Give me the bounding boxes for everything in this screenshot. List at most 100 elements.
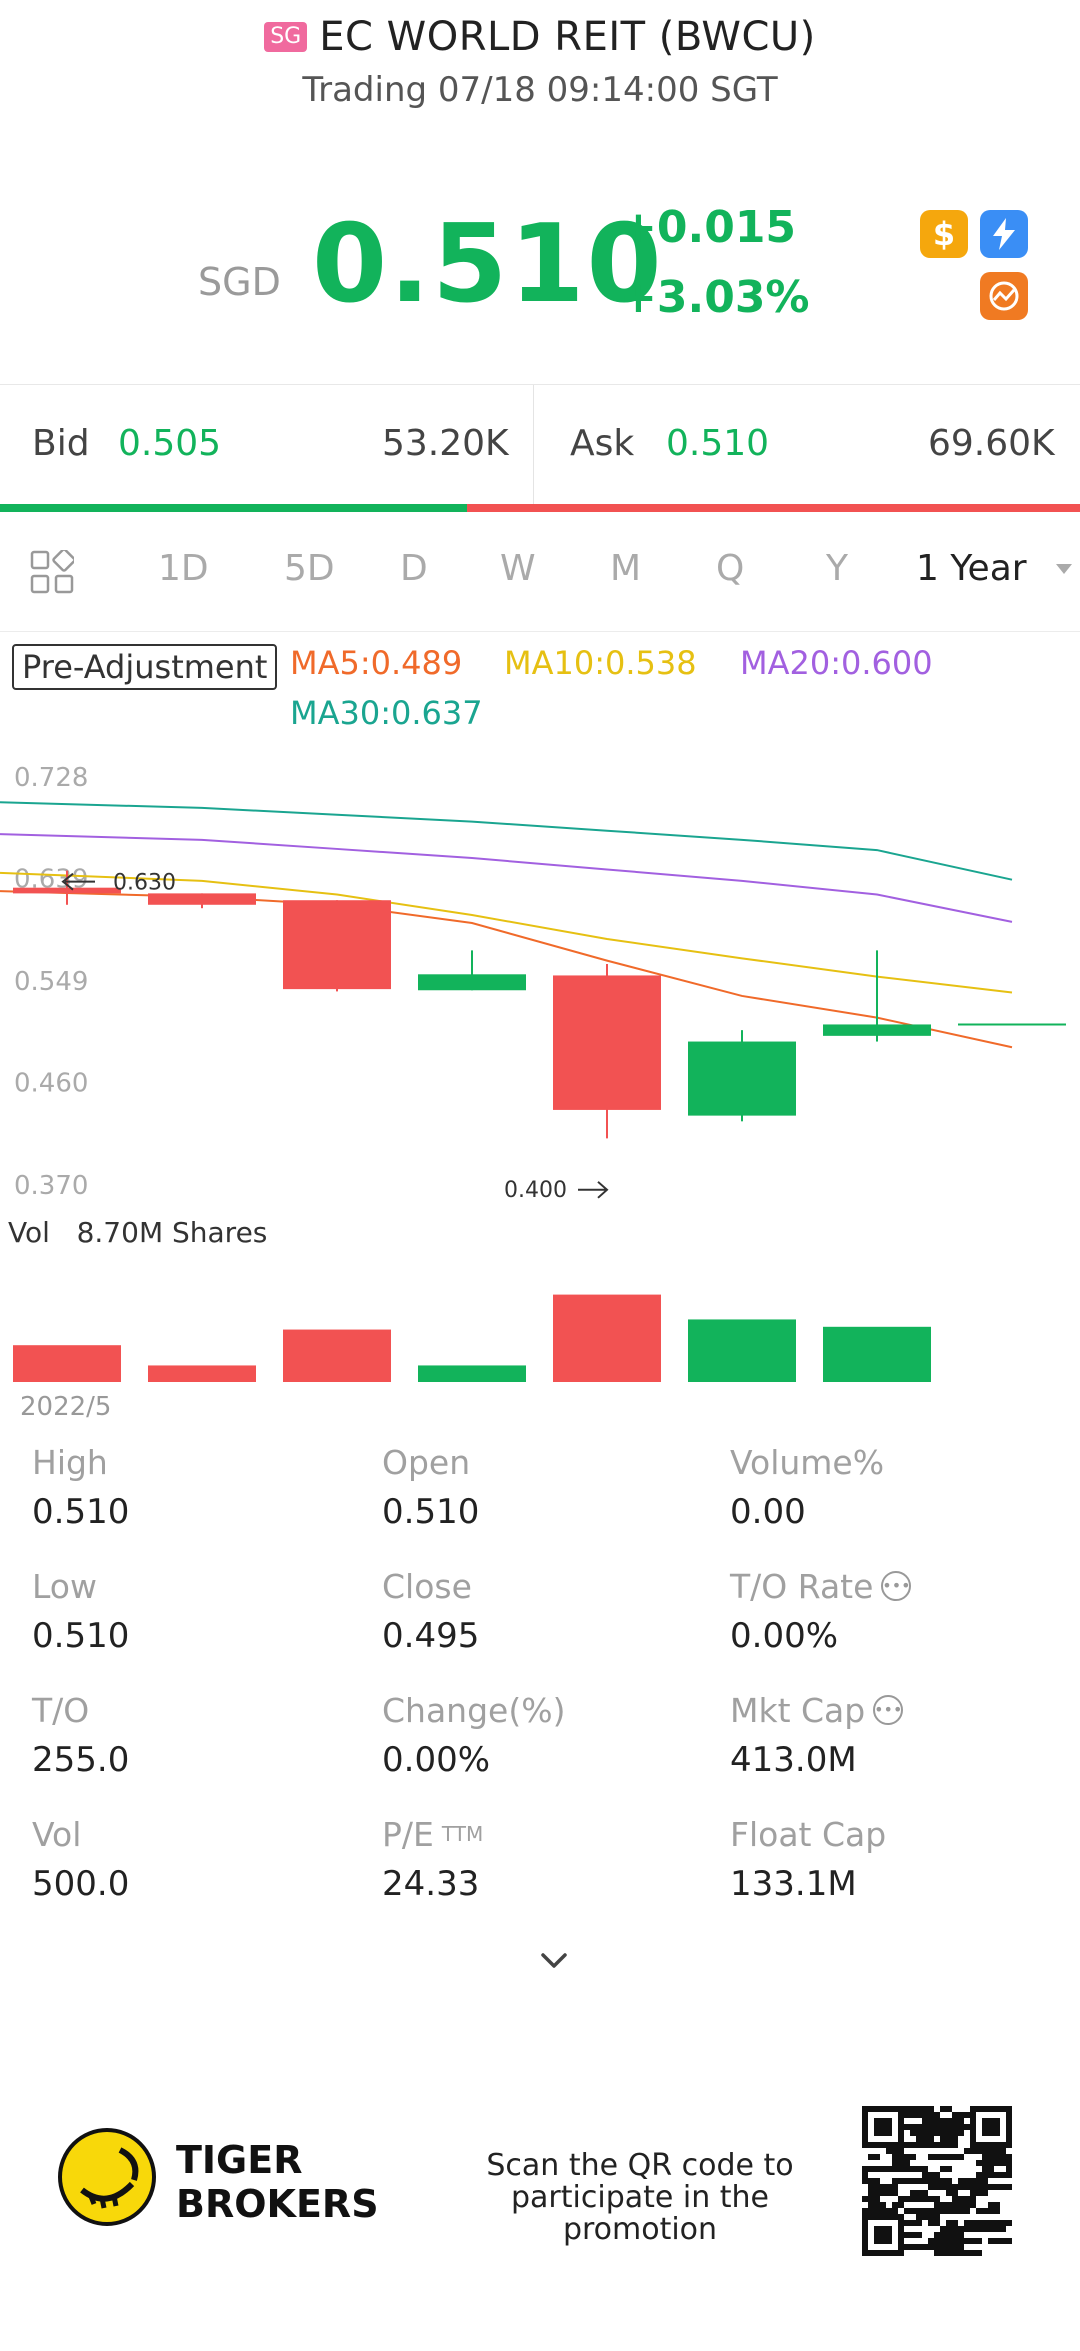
stat-label: High: [32, 1442, 108, 1482]
more-info-icon[interactable]: •••: [881, 1571, 912, 1601]
volume-bar: [283, 1329, 391, 1382]
bid-price: 0.505: [118, 423, 222, 464]
high-arrow-icon: [61, 872, 95, 891]
stat-value: 255.0: [32, 1740, 130, 1780]
ma10-value: MA10:0.538: [504, 644, 697, 682]
tiger-logo-icon: [58, 2128, 156, 2226]
tab-month[interactable]: M: [610, 548, 642, 589]
ma5-value: MA5:0.489: [290, 644, 463, 682]
stat-label: T/O: [32, 1690, 90, 1730]
volume-bar: [823, 1326, 931, 1382]
volume-label: Vol 8.70M Shares: [8, 1216, 267, 1249]
bid-size: 53.20K: [382, 423, 509, 464]
tab-week[interactable]: W: [500, 548, 536, 589]
brand-line-2: BROKERS: [176, 2182, 379, 2226]
high-annotation: 0.630: [113, 871, 176, 896]
price-change: +0.015: [620, 202, 797, 253]
volume-value: 8.70M Shares: [76, 1216, 268, 1249]
volume-bar: [13, 1345, 121, 1382]
ask-ratio-bar: [467, 504, 1080, 512]
bid-ask-divider: [533, 385, 534, 511]
stat-value: 0.510: [32, 1616, 130, 1656]
period-tabs: 1D 5D D W M Q Y 1 Year: [0, 512, 1080, 632]
stat-value: 0.495: [382, 1616, 480, 1656]
date-start-label: 2022/5: [20, 1392, 112, 1422]
candle-body: [823, 1024, 931, 1036]
more-info-icon[interactable]: •••: [873, 1695, 904, 1725]
tab-1-year[interactable]: 1 Year: [916, 548, 1027, 589]
stat-turnover: T/O 255.0: [32, 1688, 332, 1781]
stat-label: Float Cap: [730, 1814, 887, 1854]
low-annotation: 0.400: [504, 1178, 567, 1203]
stat-label-text: T/O Rate: [730, 1566, 874, 1606]
tab-year[interactable]: Y: [826, 548, 848, 589]
low-arrow-icon: [578, 1181, 609, 1199]
stat-low: Low 0.510: [32, 1564, 332, 1657]
expand-chevron-icon[interactable]: [540, 1946, 568, 1974]
price-area: SGD 0.510 +0.015 +3.03% $: [0, 180, 1080, 380]
chevron-down-icon[interactable]: [1056, 564, 1072, 574]
stat-value: 24.33: [382, 1864, 480, 1904]
candle-body: [13, 887, 121, 894]
stat-volume-percent: Volume% 0.00: [730, 1440, 1030, 1533]
ma20-line: [0, 833, 1013, 923]
volume-bar: [553, 1294, 661, 1382]
promo-text: Scan the QR code to participate in the p…: [440, 2150, 840, 2246]
last-price: 0.510: [312, 202, 664, 327]
candle-body: [553, 975, 661, 1110]
stat-open: Open 0.510: [382, 1440, 682, 1533]
indicator-legend: Pre-Adjustment MA5:0.489 MA10:0.538 MA20…: [0, 640, 1080, 740]
stat-label: Change(%): [382, 1690, 566, 1730]
options-icon[interactable]: [980, 272, 1028, 320]
candle-body: [688, 1041, 796, 1116]
volume-bar: [148, 1365, 256, 1382]
stat-value: 0.00%: [730, 1616, 839, 1656]
volume-bar: [418, 1365, 526, 1382]
tab-5d[interactable]: 5D: [284, 548, 335, 589]
stat-float-cap: Float Cap 133.1M: [730, 1812, 1030, 1905]
promo-line-2: participate in the promotion: [511, 2180, 769, 2247]
stat-value: 0.510: [32, 1492, 130, 1532]
ma30-line: [0, 801, 1013, 881]
ask-label: Ask: [570, 423, 635, 464]
stat-label: P/E TTM: [382, 1812, 682, 1856]
flash-icon[interactable]: [980, 210, 1028, 258]
currency-label: SGD: [198, 260, 281, 304]
tab-1d[interactable]: 1D: [158, 548, 209, 589]
dollar-icon[interactable]: $: [920, 210, 968, 258]
y-tick-label: 0.460: [14, 1068, 88, 1098]
stat-label: Mkt Cap •••: [730, 1688, 1030, 1732]
layout-grid-icon[interactable]: [30, 550, 74, 594]
trading-status: Trading 07/18 09:14:00 SGT: [302, 70, 778, 110]
promo-line-1: Scan the QR code to: [486, 2148, 794, 2183]
candle-body: [283, 900, 391, 990]
tab-day[interactable]: D: [400, 548, 428, 589]
stat-value: 413.0M: [730, 1740, 857, 1780]
stat-value: 0.00: [730, 1492, 806, 1532]
market-badge: SG: [264, 22, 308, 52]
stat-volume: Vol 500.0: [32, 1812, 332, 1905]
qr-code: [862, 2106, 1012, 2256]
ma30-value: MA30:0.637: [290, 694, 483, 732]
candle-body: [418, 974, 526, 991]
pre-adjustment-toggle[interactable]: Pre-Adjustment: [12, 644, 278, 690]
tab-quarter[interactable]: Q: [716, 548, 745, 589]
stat-market-cap: Mkt Cap ••• 413.0M: [730, 1688, 1030, 1780]
ask-price: 0.510: [666, 423, 770, 464]
y-tick-label: 0.728: [14, 763, 88, 793]
stats-grid: High 0.510 Open 0.510 Volume% 0.00 Low 0…: [0, 1440, 1080, 1920]
stat-change-percent: Change(%) 0.00%: [382, 1688, 682, 1781]
stat-label-text: Mkt Cap: [730, 1690, 866, 1730]
stat-value: 0.00%: [382, 1740, 491, 1780]
stat-value: 500.0: [32, 1864, 130, 1904]
ask-size: 69.60K: [928, 423, 1055, 464]
promo-footer: TIGER BROKERS Scan the QR code to partic…: [0, 2080, 1080, 2351]
bid-label: Bid: [32, 423, 90, 464]
volume-label-text: Vol: [8, 1216, 50, 1249]
stat-label: Volume%: [730, 1442, 885, 1482]
stat-label-sup: TTM: [441, 1822, 484, 1846]
stat-close: Close 0.495: [382, 1564, 682, 1657]
stat-label: Close: [382, 1566, 472, 1606]
stat-turnover-rate: T/O Rate ••• 0.00%: [730, 1564, 1030, 1656]
